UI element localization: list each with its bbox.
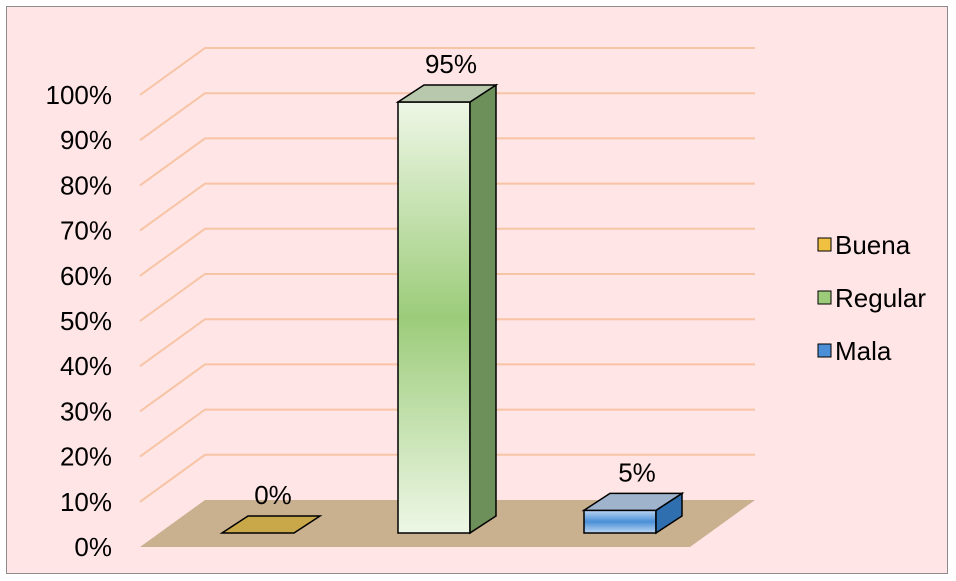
- y-tick-label: 40%: [60, 351, 112, 381]
- y-tick-label: 90%: [60, 125, 112, 155]
- y-tick-label: 80%: [60, 170, 112, 200]
- bar-front: [583, 509, 657, 534]
- y-tick-label: 30%: [60, 396, 112, 426]
- gridline: [139, 453, 755, 503]
- legend-label: Mala: [835, 336, 892, 366]
- legend-swatch: [817, 237, 832, 252]
- legend-item-buena: Buena: [817, 230, 911, 260]
- y-tick-label: 70%: [60, 216, 112, 246]
- gridline: [139, 137, 755, 187]
- gridline: [139, 273, 755, 322]
- y-tick-label: 100%: [46, 80, 113, 110]
- bar-top: [581, 492, 685, 512]
- bar-buena: [219, 515, 323, 534]
- gridline: [139, 227, 755, 277]
- y-tick-label: 60%: [60, 261, 112, 291]
- y-tick-label: 50%: [60, 306, 112, 336]
- bar-front: [397, 101, 471, 534]
- gridline: [139, 408, 755, 458]
- bar-top: [395, 84, 499, 103]
- y-tick-label: 20%: [60, 442, 112, 472]
- data-label: 0%: [254, 480, 292, 510]
- bar-mala: [581, 491, 685, 535]
- gridline: [139, 318, 755, 368]
- bar-side: [469, 83, 497, 535]
- legend-label: Regular: [835, 283, 926, 313]
- legend-swatch: [817, 343, 832, 358]
- legend-item-mala: Mala: [817, 336, 892, 366]
- legend-swatch: [817, 290, 832, 305]
- gridline: [139, 92, 755, 142]
- y-tick-label: 10%: [60, 487, 112, 517]
- gridline: [139, 363, 755, 413]
- data-label: 95%: [425, 49, 477, 79]
- legend-item-regular: Regular: [817, 283, 926, 313]
- legend-label: Buena: [835, 230, 911, 260]
- bar-regular: [395, 83, 499, 535]
- bar-top: [219, 515, 323, 534]
- y-tick-label: 0%: [74, 532, 112, 562]
- data-label: 5%: [618, 457, 656, 487]
- gridline: [139, 182, 755, 232]
